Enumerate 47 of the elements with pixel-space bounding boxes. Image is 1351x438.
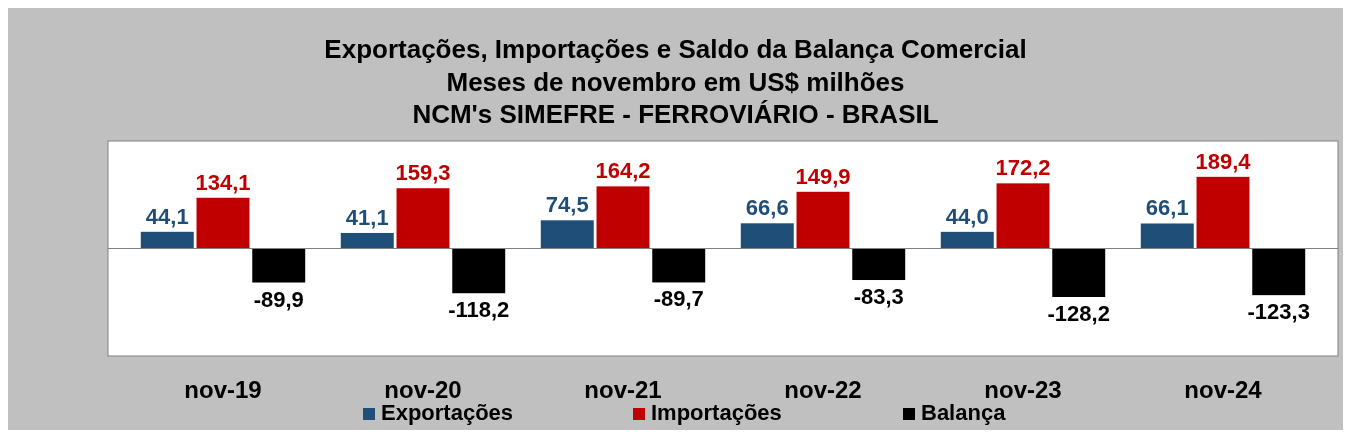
data-label: -83,3 <box>853 284 904 310</box>
legend-label: Balança <box>921 400 1007 425</box>
bar <box>1196 176 1250 249</box>
bar <box>140 231 194 249</box>
x-tick-label: nov-22 <box>784 376 862 403</box>
bar <box>740 223 794 249</box>
data-label: 172,2 <box>995 155 1051 181</box>
bar <box>796 191 850 249</box>
chart-subtitle: Meses de novembro em US$ milhões NCM's SIMEFRE - FERROVIÁRIO - BRASIL <box>412 67 939 129</box>
bar <box>196 197 250 249</box>
chart-title: Exportações, Importações e Saldo da Balança Comercial <box>324 34 1027 64</box>
data-label: 134,1 <box>195 169 251 195</box>
data-label: -128,2 <box>1047 301 1110 327</box>
x-tick-label: nov-23 <box>984 376 1062 403</box>
data-label: 74,5 <box>545 192 589 218</box>
data-label: 66,1 <box>1145 195 1189 221</box>
data-label: 44,1 <box>145 203 189 229</box>
bar <box>252 248 306 283</box>
data-label: 44,0 <box>945 203 989 229</box>
bar <box>1140 223 1194 249</box>
data-label: 66,6 <box>745 195 789 221</box>
bar <box>452 248 506 294</box>
bar <box>996 183 1050 249</box>
bar <box>652 248 706 283</box>
x-tick-label: nov-21 <box>584 376 662 403</box>
data-label: 189,4 <box>1195 148 1252 174</box>
data-label: 159,3 <box>395 160 451 186</box>
x-tick-label: nov-20 <box>384 376 462 403</box>
data-label: 41,1 <box>345 204 389 230</box>
bar <box>1252 248 1306 296</box>
bar <box>540 220 594 249</box>
legend-label: Exportações <box>381 400 514 425</box>
bar <box>596 186 650 249</box>
data-label: 164,2 <box>595 158 651 184</box>
bar <box>1052 248 1106 298</box>
x-tick-label: nov-19 <box>184 376 262 403</box>
data-label: 149,9 <box>795 163 851 189</box>
bar <box>396 188 450 249</box>
bar <box>340 232 394 249</box>
legend-label: Importações <box>651 400 782 425</box>
bar <box>940 231 994 249</box>
data-label: -118,2 <box>448 297 510 323</box>
bar <box>852 248 906 281</box>
data-label: -89,9 <box>253 286 304 312</box>
x-tick-label: nov-24 <box>1184 376 1263 403</box>
data-label: -123,3 <box>1247 299 1310 325</box>
data-label: -89,7 <box>653 286 704 312</box>
